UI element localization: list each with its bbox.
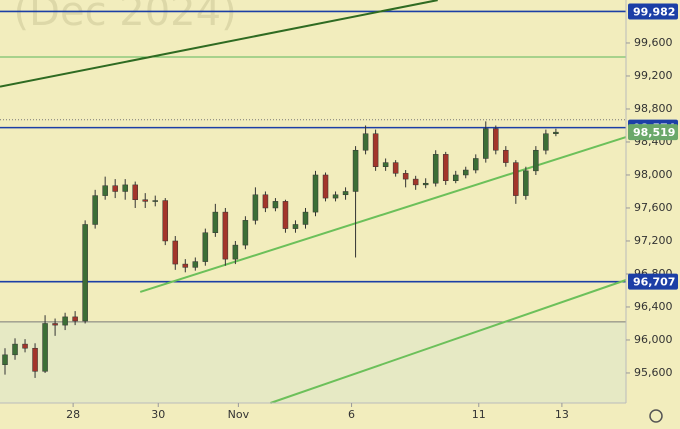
- level-label: 98,519: [633, 126, 675, 139]
- candle-body: [513, 162, 519, 196]
- candle-body: [242, 220, 249, 246]
- x-tick-label: Nov: [228, 408, 250, 421]
- candle-body: [202, 232, 209, 262]
- candle-body: [543, 133, 549, 151]
- trend-line: [0, 0, 438, 88]
- candle-body: [302, 211, 309, 225]
- candle-body: [392, 162, 399, 174]
- candle-body: [292, 224, 299, 229]
- candle-body: [382, 162, 389, 167]
- candle-body: [322, 174, 329, 199]
- candle-body: [52, 323, 58, 326]
- candle-body: [452, 174, 459, 182]
- candle-body: [422, 182, 429, 186]
- candle-body: [232, 244, 239, 260]
- watermark: s (Dec 2024): [0, 0, 237, 35]
- candle-body: [272, 201, 279, 209]
- candle-body: [462, 169, 469, 176]
- candle-body: [112, 185, 118, 192]
- y-tick-label: 96,400: [634, 300, 673, 313]
- candle-body: [102, 185, 108, 196]
- level-label-box: [628, 3, 678, 20]
- candle-body: [142, 199, 148, 202]
- candle-body: [312, 174, 319, 213]
- candle-body: [212, 211, 219, 233]
- y-tick-label: 96,000: [634, 333, 673, 346]
- level-label-box: [628, 273, 678, 290]
- settings-icon[interactable]: [649, 409, 663, 423]
- candle-body: [92, 195, 98, 225]
- y-tick-label: 99,600: [634, 36, 673, 49]
- candle-body: [483, 128, 489, 159]
- candle-body: [152, 200, 158, 202]
- candle-body: [222, 211, 229, 260]
- candle-body: [2, 354, 8, 365]
- candle-body: [12, 343, 18, 356]
- x-tick-label: 28: [66, 408, 80, 421]
- x-tick-label: 6: [348, 408, 355, 421]
- x-tick-label: 11: [472, 408, 486, 421]
- candle-body: [262, 194, 269, 209]
- candle-body: [22, 343, 28, 349]
- candle-body: [192, 261, 199, 268]
- candle-body: [132, 184, 138, 200]
- candle-body: [122, 184, 128, 192]
- candle-body: [352, 149, 359, 192]
- level-label: 99,982: [633, 5, 675, 18]
- trend-line: [270, 279, 627, 404]
- candle-body: [252, 194, 259, 221]
- candle-body: [503, 149, 509, 163]
- candle-body: [72, 316, 78, 322]
- candle-body: [182, 263, 189, 268]
- level-label-box: [628, 124, 678, 141]
- candle-body: [162, 200, 169, 242]
- trend-line: [139, 136, 627, 293]
- y-tick-label: 97,600: [634, 201, 673, 214]
- y-tick-label: 97,200: [634, 234, 673, 247]
- y-tick-label: 95,600: [634, 366, 673, 379]
- candle-body: [493, 128, 499, 151]
- y-tick-label: 98,000: [634, 168, 673, 181]
- y-tick-label: 99,200: [634, 69, 673, 82]
- candle-body: [342, 191, 349, 196]
- candle-body: [523, 170, 529, 196]
- candle-body: [362, 133, 369, 151]
- x-tick-label: 30: [151, 408, 165, 421]
- candle-body: [412, 178, 419, 186]
- x-tick-label: 13: [555, 408, 569, 421]
- candle-body: [372, 133, 379, 167]
- candle-body: [82, 224, 88, 322]
- candle-body: [282, 201, 289, 229]
- candle-body: [62, 316, 68, 326]
- candle-body: [32, 347, 38, 372]
- lower-zone: [0, 321, 626, 403]
- level-label: 96,707: [633, 276, 675, 289]
- candle-body: [42, 323, 48, 372]
- candle-body: [172, 240, 179, 265]
- candle-body: [432, 154, 439, 184]
- candle-body: [402, 173, 409, 180]
- candle-body: [553, 131, 559, 134]
- candle-body: [473, 158, 479, 171]
- candle-body: [442, 154, 449, 182]
- candle-body: [332, 194, 339, 199]
- y-tick-label: 98,800: [634, 102, 673, 115]
- candle-body: [533, 149, 539, 172]
